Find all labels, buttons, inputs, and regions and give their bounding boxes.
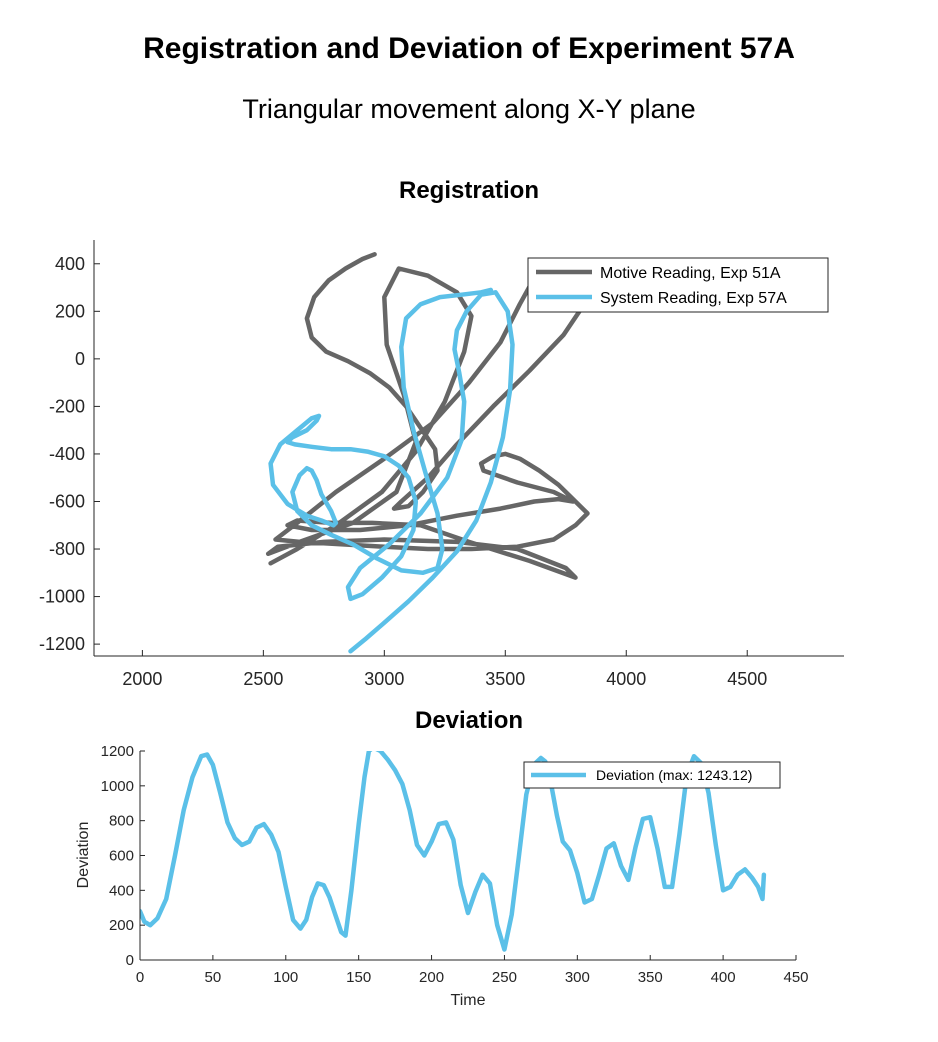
deviation-legend-label: Deviation (max: 1243.12) xyxy=(596,767,752,783)
deviation-chart-title: Deviation xyxy=(415,707,523,734)
deviation-x-tick-label: 200 xyxy=(419,969,444,986)
deviation-axes: 0 50 100 150 200 250 300 350 400 450 0 200 400 600 800… xyxy=(101,743,809,986)
registration-x-tick-label: 2000 xyxy=(122,669,162,689)
registration-y-tick-label: -1000 xyxy=(39,587,85,607)
figure-subtitle: Triangular movement along X-Y plane xyxy=(242,94,695,124)
deviation-x-tick-label: 400 xyxy=(711,969,736,986)
registration-legend-label: System Reading, Exp 57A xyxy=(600,290,787,307)
registration-x-tick-label: 4000 xyxy=(606,669,646,689)
registration-y-tick-label: 200 xyxy=(55,301,85,321)
deviation-y-tick-label: 600 xyxy=(109,848,134,865)
registration-x-tick-label: 4500 xyxy=(727,669,767,689)
registration-series-group xyxy=(265,252,590,654)
registration-y-tick-label: 0 xyxy=(75,349,85,369)
deviation-y-tick-label: 0 xyxy=(126,952,134,969)
figure-title: Registration and Deviation of Experiment… xyxy=(143,32,795,65)
registration-y-tick-label: -400 xyxy=(49,444,85,464)
registration-y-tick-label: 400 xyxy=(55,254,85,274)
deviation-legend: Deviation (max: 1243.12) xyxy=(523,761,781,789)
registration-legend-box xyxy=(527,257,829,313)
registration-legend: Motive Reading, Exp 51A System Reading, E… xyxy=(527,257,829,313)
deviation-x-tick-label: 100 xyxy=(273,969,298,986)
deviation-y-tick-label: 800 xyxy=(109,813,134,830)
registration-y-tick-label: -1200 xyxy=(39,634,85,654)
deviation-x-tick-label: 0 xyxy=(136,969,144,986)
deviation-y-tick-label: 400 xyxy=(109,882,134,899)
registration-x-tick-label: 3000 xyxy=(364,669,404,689)
deviation-x-axis-label: Time xyxy=(451,992,486,1009)
deviation-chart: Deviation 0 50 100 150 200 250 300 350 400 450 0 20… xyxy=(75,707,809,1009)
deviation-x-tick-label: 300 xyxy=(565,969,590,986)
deviation-x-tick-label: 150 xyxy=(346,969,371,986)
deviation-series-line-1 xyxy=(140,751,767,952)
registration-series-line-1 xyxy=(265,252,590,580)
registration-axes: 2000 2500 3000 3500 4000 45004002000-200-400-… xyxy=(39,240,844,689)
deviation-x-tick-label: 350 xyxy=(638,969,663,986)
deviation-x-tick-label: 250 xyxy=(492,969,517,986)
deviation-series-group xyxy=(140,751,767,952)
registration-x-tick-label: 2500 xyxy=(243,669,283,689)
deviation-y-tick-label: 1200 xyxy=(101,743,134,760)
registration-chart-title: Registration xyxy=(399,177,539,204)
deviation-y-axis-label: Deviation xyxy=(75,822,92,889)
registration-x-tick-label: 3500 xyxy=(485,669,525,689)
registration-y-tick-label: -200 xyxy=(49,396,85,416)
registration-legend-label: Motive Reading, Exp 51A xyxy=(600,265,781,282)
deviation-x-tick-label: 50 xyxy=(205,969,222,986)
deviation-y-tick-label: 200 xyxy=(109,917,134,934)
registration-y-tick-label: -600 xyxy=(49,491,85,511)
registration-series-line-2 xyxy=(268,287,515,654)
deviation-x-tick-label: 450 xyxy=(783,969,808,986)
registration-chart: Registration 2000 2500 3000 3500 4000 4500400… xyxy=(39,177,844,689)
registration-y-tick-label: -800 xyxy=(49,539,85,559)
deviation-y-tick-label: 1000 xyxy=(101,778,134,795)
